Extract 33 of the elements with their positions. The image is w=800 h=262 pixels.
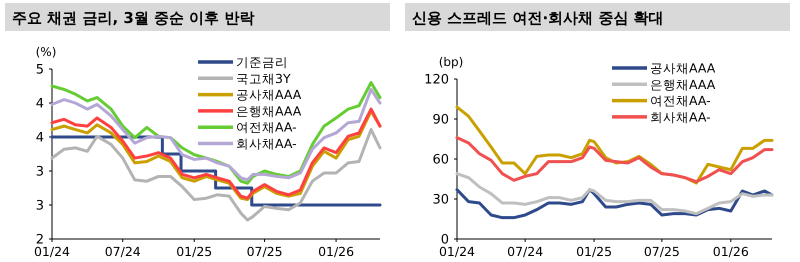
y-tick-label: 120 (424, 72, 449, 88)
legend-label: 국고채3Y (236, 70, 291, 86)
legend-label: 은행채AAA (236, 103, 302, 118)
legend-label: 공사채AAA (650, 60, 716, 76)
y-axis-title: (%) (36, 45, 56, 59)
legend-label: 회사채AA- (236, 136, 297, 151)
y-tick-label: 30 (432, 192, 449, 208)
legend-label: 회사채AA- (650, 109, 711, 124)
legend-label: 기준금리 (236, 54, 288, 70)
y-tick-label: 3 (36, 164, 44, 180)
legend-label: 여전채AA- (650, 93, 711, 108)
y-tick-label: 60 (432, 152, 449, 168)
y-tick-label: 3 (36, 198, 44, 214)
line-series (456, 172, 774, 216)
legend-label: 공사채AAA (236, 87, 302, 102)
line-series (456, 136, 774, 184)
x-tick-label: 07/24 (507, 244, 544, 259)
x-tick-label: 07/25 (644, 244, 680, 259)
y-axis-title: (bp) (438, 55, 464, 69)
legend-label: 여전채AA- (236, 120, 297, 135)
y-tick-label: 5 (36, 62, 44, 78)
chart-title: 신용 스프레드 여전·회사채 중심 확대 (412, 9, 664, 27)
y-tick-label: 90 (432, 112, 449, 128)
x-tick-label: 01/26 (712, 244, 749, 259)
legend-label: 은행채AAA (650, 76, 716, 92)
x-tick-label: 01/26 (318, 244, 354, 259)
y-tick-label: 4 (36, 96, 44, 112)
y-tick-label: 4 (36, 130, 44, 146)
x-tick-label: 01/25 (576, 244, 612, 259)
chart-title: 주요 채권 금리, 3월 중순 이후 반락 (12, 9, 254, 27)
x-tick-label: 07/25 (246, 244, 283, 259)
x-tick-label: 07/24 (104, 244, 141, 259)
x-tick-label: 01/25 (176, 244, 212, 259)
